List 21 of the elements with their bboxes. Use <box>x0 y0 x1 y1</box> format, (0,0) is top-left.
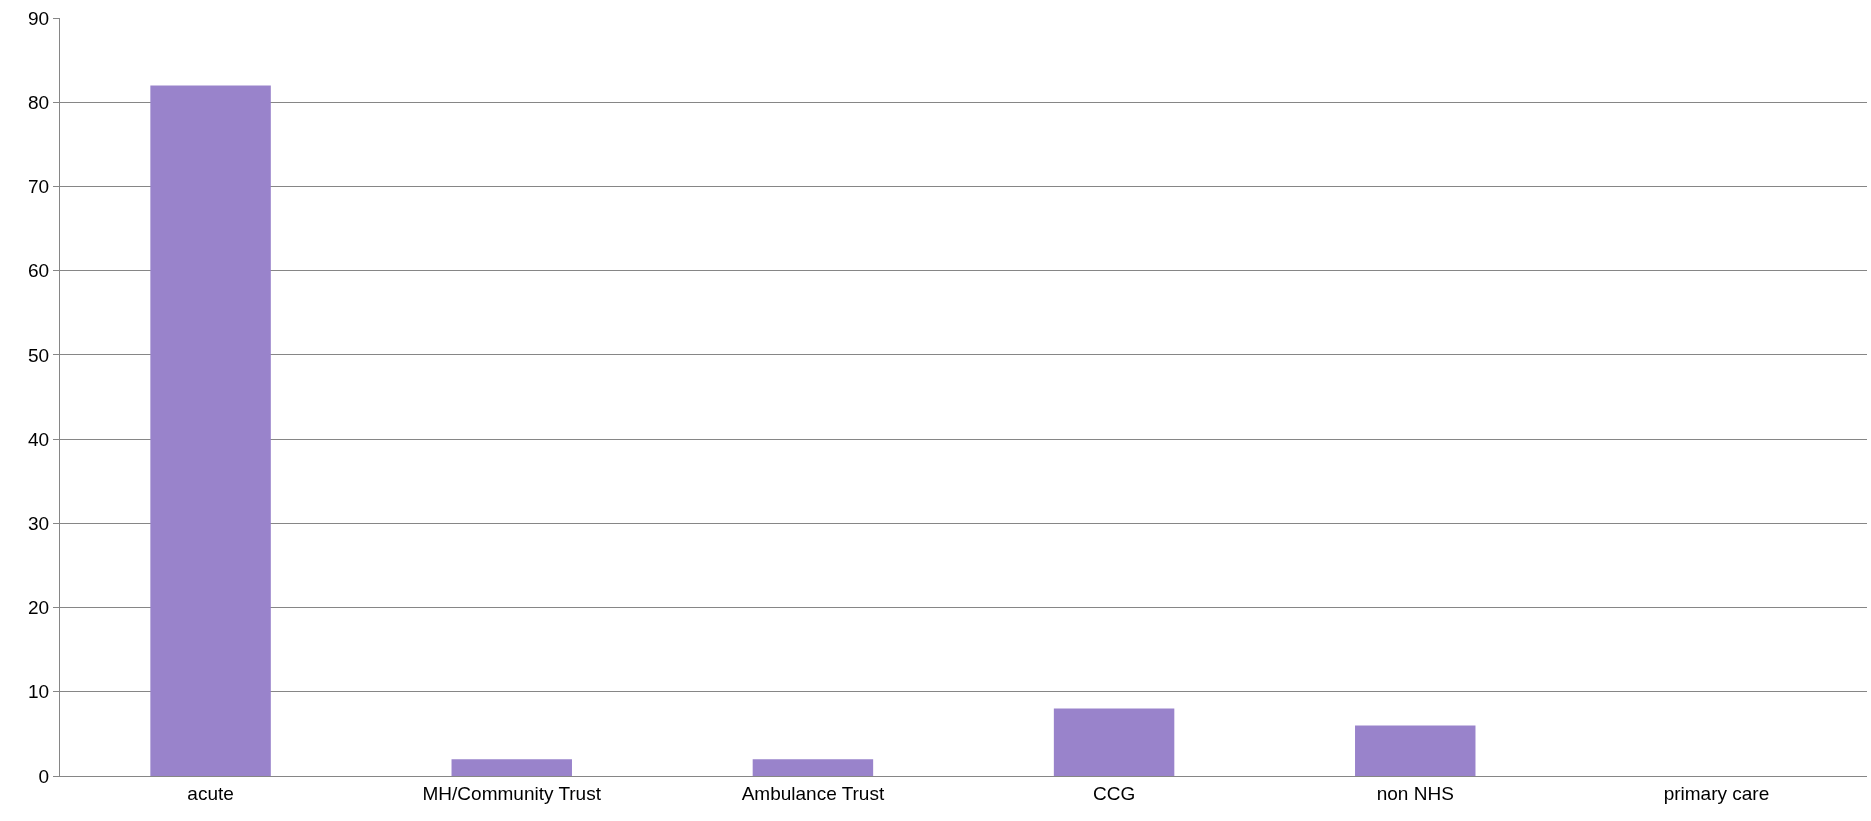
x-tick-label: primary care <box>1663 782 1770 804</box>
y-tick-label: 0 <box>38 765 50 787</box>
y-tick-label: 40 <box>28 428 50 450</box>
x-tick-label: CCG <box>1092 782 1136 804</box>
x-tick-label: Ambulance Trust <box>741 782 885 804</box>
y-tick-label: 60 <box>28 260 50 282</box>
y-tick-label: 50 <box>28 344 50 366</box>
bar <box>451 759 572 776</box>
y-tick-label: 90 <box>28 7 50 29</box>
y-tick-label: 10 <box>28 681 50 703</box>
y-tick-label: 30 <box>28 512 50 534</box>
x-tick-label: non NHS <box>1376 782 1454 804</box>
y-tick-label: 80 <box>28 91 50 113</box>
bar <box>1053 708 1175 776</box>
bar <box>752 759 874 776</box>
y-tick-label: 70 <box>28 176 50 198</box>
bar <box>1355 725 1476 776</box>
x-tick-label: MH/Community Trust <box>422 782 602 804</box>
x-tick-label: acute <box>187 782 234 804</box>
y-tick-label: 20 <box>28 597 50 619</box>
bar <box>150 85 271 776</box>
